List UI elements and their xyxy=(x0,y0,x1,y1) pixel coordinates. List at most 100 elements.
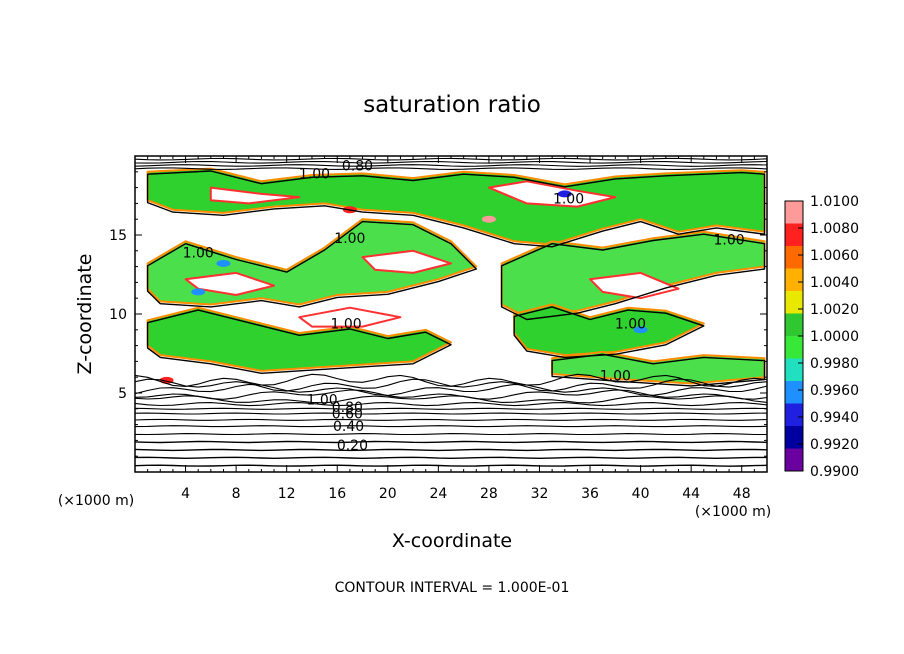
colorbar-swatch xyxy=(785,426,803,449)
colorbar-label: 0.9900 xyxy=(810,464,859,480)
contour-label: 1.00 xyxy=(183,245,214,261)
contour-label: 1.00 xyxy=(306,392,337,408)
contour-line xyxy=(135,440,767,444)
colorbar-swatch xyxy=(785,336,803,359)
x-tick-label: 16 xyxy=(328,486,346,502)
contour-label: 1.00 xyxy=(600,369,631,385)
colorbar-label: 1.0000 xyxy=(810,329,859,345)
contour-line xyxy=(135,164,767,167)
x-unit-right: (×1000 m) xyxy=(695,504,771,520)
colorbar-label: 0.9980 xyxy=(810,356,859,372)
colorbar-label: 1.0100 xyxy=(810,194,859,210)
contour-label: 1.00 xyxy=(553,192,584,208)
contour-line-1.00 xyxy=(513,306,705,359)
contour-label: 0.60 xyxy=(332,407,363,423)
saturation-field xyxy=(146,167,766,385)
x-axis: 4 8 12 16 20 24 28 32 36 40 44 48 xyxy=(147,156,755,502)
x-tick-label: 24 xyxy=(429,486,447,502)
colorbar-swatch xyxy=(785,381,803,404)
contour-line xyxy=(135,389,767,400)
x-tick-label: 48 xyxy=(733,486,751,502)
x-tick-label: 12 xyxy=(278,486,296,502)
contour-line xyxy=(135,373,767,387)
subsaturated-pocket xyxy=(361,249,452,274)
colorbar-swatch xyxy=(785,246,803,269)
colorbar-swatch xyxy=(785,448,803,472)
y-tick-label: 15 xyxy=(109,228,127,244)
saturation-spot xyxy=(633,326,648,334)
contour-line xyxy=(135,167,767,170)
x-tick-label: 40 xyxy=(632,486,650,502)
colorbar: 1.0100 1.0080 1.0060 1.0040 1.0020 1.0000 0.99… xyxy=(784,194,859,480)
colorbar-label: 0.9960 xyxy=(810,383,859,399)
x-unit-left: (×1000 m) xyxy=(58,493,134,509)
subsaturated-pocket xyxy=(589,271,680,300)
colorbar-swatch xyxy=(785,403,803,427)
colorbar-label: 1.0040 xyxy=(810,275,859,291)
contour-line-1.00 xyxy=(146,170,766,248)
colorbar-swatch xyxy=(785,201,803,224)
contour-line-1.00 xyxy=(500,233,766,321)
saturation-spot xyxy=(557,190,572,198)
x-tick-label: 44 xyxy=(682,486,700,502)
contour-line xyxy=(135,418,767,421)
saturation-spot xyxy=(191,288,206,296)
x-tick-label: 20 xyxy=(379,486,397,502)
colorbar-swatch xyxy=(785,313,803,337)
colorbar-label: 1.0020 xyxy=(810,302,859,318)
colorbar-label: 0.9920 xyxy=(810,437,859,453)
x-tick-label: 32 xyxy=(531,486,549,502)
contour-label: 1.00 xyxy=(713,233,744,249)
contour-line-1.00 xyxy=(146,309,452,374)
contour-label: 0.20 xyxy=(337,438,368,454)
contour-line-1.00 xyxy=(146,220,477,308)
plot-field xyxy=(135,156,767,472)
subsaturated-pocket xyxy=(487,180,617,208)
colorbar-swatch xyxy=(785,223,803,247)
contour-label: 0.80 xyxy=(342,158,373,174)
contour-label: 1.00 xyxy=(299,166,330,182)
colorbar-label: 1.0080 xyxy=(810,221,859,237)
saturation-spot xyxy=(216,259,231,267)
x-axis-label: X-coordinate xyxy=(392,530,512,552)
contour-line xyxy=(135,383,767,396)
x-tick-label: 36 xyxy=(581,486,599,502)
colorbar-swatch xyxy=(785,268,803,292)
contour-label: 1.00 xyxy=(334,231,365,247)
saturated-region xyxy=(146,167,766,246)
x-tick-label: 4 xyxy=(181,486,190,502)
contour-line xyxy=(135,412,767,415)
saturated-region xyxy=(513,303,705,357)
subsaturated-pocket xyxy=(209,186,301,205)
contour-line xyxy=(135,395,767,404)
saturation-spot xyxy=(481,215,496,223)
contour-label: 0.40 xyxy=(333,419,364,435)
contour-line xyxy=(135,402,767,407)
y-axis: 5 10 15 xyxy=(109,171,767,457)
y-tick-label: 5 xyxy=(118,386,127,402)
contour-line xyxy=(135,433,767,436)
contour-line xyxy=(135,448,767,452)
contour-line xyxy=(135,464,767,467)
saturated-region xyxy=(146,306,452,372)
contour-line xyxy=(135,456,767,460)
contour-lines xyxy=(135,157,767,467)
x-tick-label: 28 xyxy=(480,486,498,502)
contour-line xyxy=(135,407,767,410)
colorbar-label: 1.0060 xyxy=(810,248,859,264)
colorbar-swatch xyxy=(785,291,803,314)
contour-label: 1.00 xyxy=(331,316,362,332)
colorbar-swatch xyxy=(785,358,803,382)
subsaturated-pocket xyxy=(184,271,275,296)
x-tick-label: 8 xyxy=(232,486,241,502)
contour-line xyxy=(135,425,767,428)
y-axis-label: Z-coordinate xyxy=(74,254,96,375)
contour-label: 0.80 xyxy=(332,400,363,416)
contour-labels: 1.00 0.801.001.001.001.001.00 1.001.001.00… xyxy=(183,158,745,454)
chart-title: saturation ratio xyxy=(363,92,541,118)
contour-label: 1.00 xyxy=(615,316,646,332)
contour-line-1.00 xyxy=(551,353,766,387)
contour-interval-note: CONTOUR INTERVAL = 1.000E-01 xyxy=(335,580,570,596)
colorbar-label: 0.9940 xyxy=(810,410,859,426)
